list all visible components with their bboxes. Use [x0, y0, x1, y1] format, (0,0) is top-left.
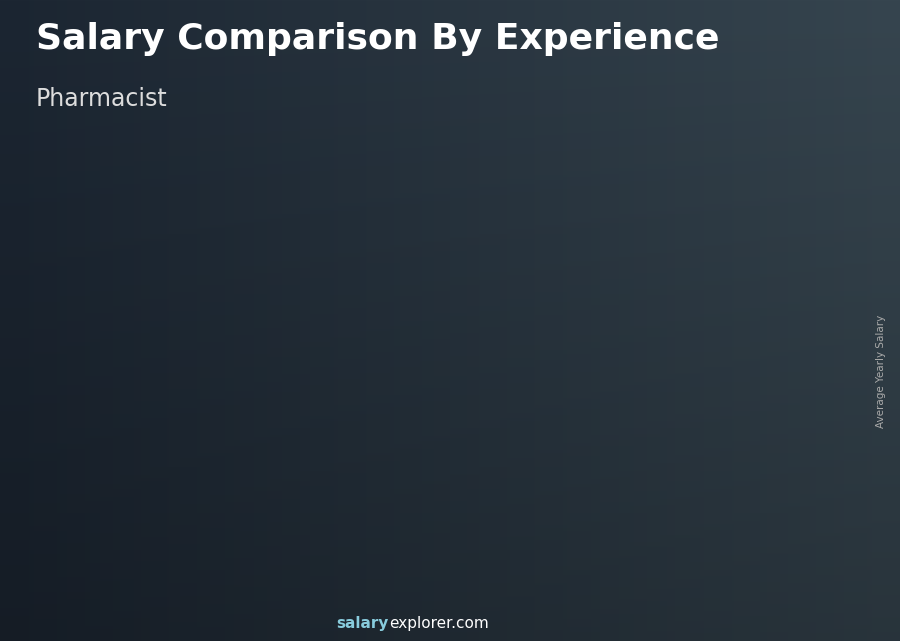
Bar — [734, 53, 864, 59]
Bar — [734, 106, 864, 112]
Bar — [734, 59, 864, 65]
Bar — [221, 381, 292, 564]
Text: Pharmacist: Pharmacist — [36, 87, 167, 110]
Text: 162,000 USD: 162,000 USD — [482, 252, 563, 265]
Polygon shape — [217, 381, 221, 564]
Text: +8%: +8% — [562, 204, 608, 222]
Bar — [734, 32, 864, 39]
Bar — [734, 72, 864, 79]
Bar — [734, 46, 864, 53]
Bar — [734, 39, 864, 46]
Bar — [734, 99, 864, 106]
Polygon shape — [88, 426, 92, 564]
Text: 175,000 USD: 175,000 USD — [610, 228, 693, 242]
Polygon shape — [88, 420, 163, 426]
Bar — [734, 26, 864, 32]
Bar — [350, 320, 421, 564]
Text: +32%: +32% — [169, 331, 228, 349]
Polygon shape — [346, 320, 350, 564]
Bar — [737, 228, 808, 564]
Bar — [608, 251, 679, 564]
Text: 76,900 USD: 76,900 USD — [98, 404, 173, 417]
Bar — [734, 92, 864, 99]
Bar — [92, 426, 163, 564]
Text: 188,000 USD: 188,000 USD — [739, 205, 822, 218]
Polygon shape — [346, 314, 421, 320]
Bar — [734, 85, 864, 92]
Polygon shape — [604, 251, 608, 564]
Bar — [734, 65, 864, 72]
Polygon shape — [475, 274, 479, 564]
Text: Average Yearly Salary: Average Yearly Salary — [877, 315, 886, 428]
Polygon shape — [217, 375, 292, 381]
Text: +19%: +19% — [428, 221, 485, 239]
Text: explorer.com: explorer.com — [389, 617, 489, 631]
Text: 102,000 USD: 102,000 USD — [223, 359, 305, 372]
Text: +7%: +7% — [688, 183, 734, 202]
Text: +34%: +34% — [299, 268, 356, 286]
Text: 136,000 USD: 136,000 USD — [352, 298, 435, 311]
Bar — [734, 79, 864, 85]
Text: salary: salary — [337, 617, 389, 631]
Polygon shape — [733, 228, 737, 564]
Bar — [479, 274, 550, 564]
Polygon shape — [604, 244, 679, 251]
Text: Salary Comparison By Experience: Salary Comparison By Experience — [36, 22, 719, 56]
Polygon shape — [733, 221, 808, 228]
Bar — [734, 26, 786, 72]
Polygon shape — [475, 267, 550, 274]
